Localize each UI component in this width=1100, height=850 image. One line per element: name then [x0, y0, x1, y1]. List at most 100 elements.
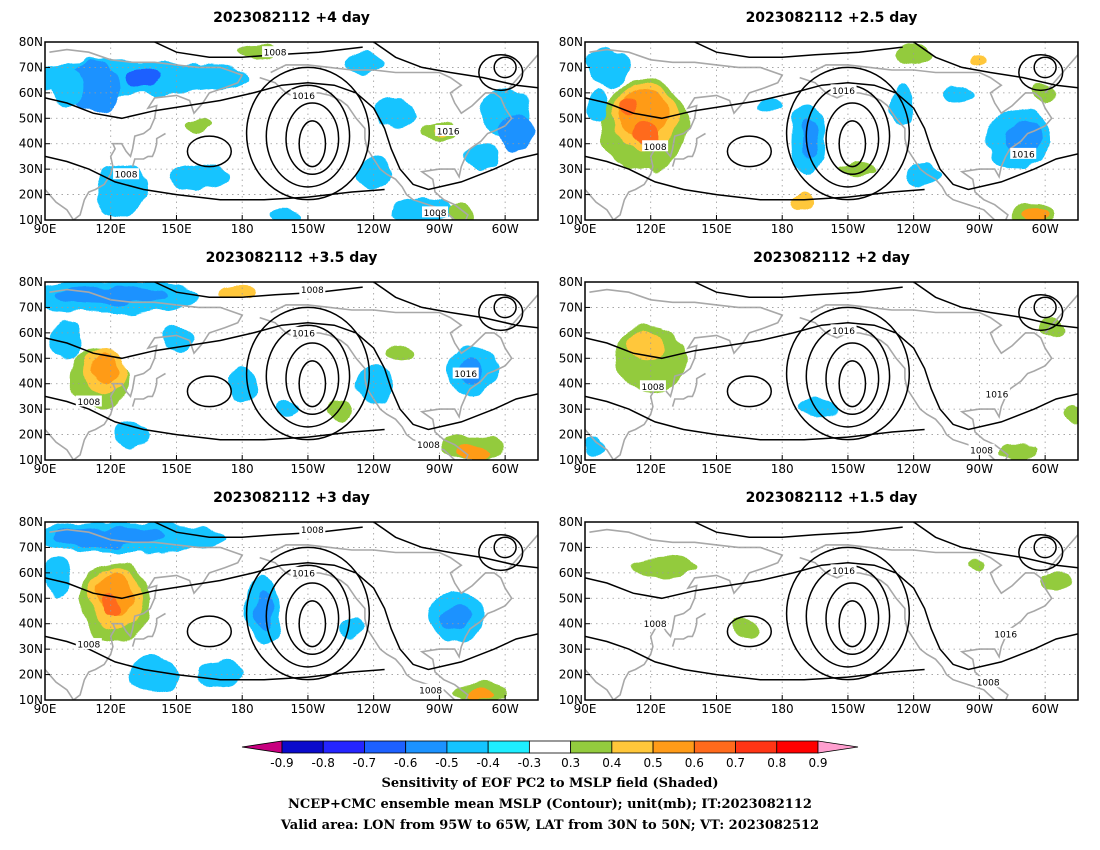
contour-ring: [1033, 536, 1057, 559]
north-america-coastline: [799, 304, 1053, 460]
gridlines: [585, 282, 1078, 460]
panels-layer: 2023082112 +4 day 1008 1016 1016 1008 1008 90E…: [19, 10, 1079, 716]
y-tick-label: 50N: [559, 351, 583, 365]
colorbar-tick-label: 0.9: [808, 756, 827, 770]
coastlines: [585, 522, 1078, 700]
x-tick-label: 60W: [492, 702, 519, 716]
x-tick-label: 120W: [356, 702, 391, 716]
panel-frame: [584, 521, 1079, 701]
contour-label-bg: [968, 443, 995, 455]
contour-label-bg: [75, 638, 102, 650]
sensitivity-blob: [633, 557, 695, 578]
colorbar-tick-label: 0.3: [561, 756, 580, 770]
x-tick-label: 150W: [291, 462, 326, 476]
x-tick-label: 150E: [701, 462, 732, 476]
panel-title: 2023082112 +4 day: [213, 10, 370, 26]
contour-line: [585, 155, 925, 201]
north-america-coastline: [259, 64, 513, 220]
x-tick-label: 60W: [492, 222, 519, 236]
x-tick-label: 150E: [701, 702, 732, 716]
x-tick-label: 120E: [635, 222, 666, 236]
panel-plot-area: 1008 1016 1008 1008: [45, 522, 538, 700]
contour-ring: [298, 120, 327, 168]
sensitivity-blob: [633, 120, 660, 147]
contour-label-bg: [830, 84, 857, 96]
contour-line: [373, 282, 538, 329]
x-tick-label: 120W: [356, 462, 391, 476]
contour-line: [585, 321, 1078, 431]
contour-line: [694, 42, 903, 59]
colorbar-tick-label: -0.9: [270, 756, 293, 770]
y-tick-label: 30N: [559, 402, 583, 416]
japan-coastline: [131, 132, 166, 167]
colorbar-swatch: [570, 740, 613, 754]
sensitivity-blob: [498, 110, 534, 152]
y-tick-label: 70N: [19, 300, 43, 314]
sensitivity-blob: [896, 44, 932, 65]
asia-coastline: [45, 528, 244, 700]
contour-line: [45, 81, 538, 191]
contour-ring: [186, 375, 232, 408]
contour-label: 1008: [644, 143, 667, 153]
colorbar-swatch: [281, 740, 324, 754]
x-tick-label: 60W: [1032, 702, 1059, 716]
contour-label-bg: [290, 89, 317, 101]
contour-ring: [245, 546, 371, 681]
caption-valid-area: Valid area: LON from 95W to 65W, LAT fro…: [280, 818, 820, 833]
contour-ring: [838, 600, 867, 648]
y-tick-label: 40N: [559, 377, 583, 391]
contour-label: 1008: [419, 686, 442, 696]
contour-label-bg: [75, 395, 102, 407]
contour-label-bg: [299, 283, 326, 295]
y-tick-label: 10N: [19, 693, 43, 707]
contour-line: [585, 395, 925, 441]
contour-label-bg: [639, 380, 666, 392]
colorbar-swatch: [487, 740, 530, 754]
north-america-coastline: [259, 304, 513, 460]
y-tick-label: 70N: [19, 540, 43, 554]
y-tick-label: 60N: [19, 86, 43, 100]
contour-label: 1016: [832, 327, 855, 337]
sensitivity-blob: [585, 47, 629, 88]
y-tick-label: 20N: [19, 188, 43, 202]
contour-ring: [493, 56, 517, 79]
contour-ring: [245, 66, 371, 201]
japan-coastline: [131, 372, 166, 407]
panel-plot-area: 1016 1008 1016 1008: [585, 522, 1078, 700]
y-tick-label: 30N: [559, 642, 583, 656]
panel-title: 2023082112 +2.5 day: [746, 10, 918, 26]
panel-frame: [584, 41, 1079, 221]
contour-label: 1016: [437, 128, 460, 138]
colorbar: -0.9 -0.8 -0.7 -0.6 -0.5 -0.4 -0.3 0.3 0.4 0.5 0.6…: [241, 740, 859, 770]
contour-label: 1008: [417, 441, 440, 451]
contour-label: 1008: [115, 171, 138, 181]
x-tick-label: 90E: [574, 702, 597, 716]
contour-line: [585, 561, 1078, 671]
contour-ring: [785, 546, 911, 681]
panel-plot-area: 1016 1008 1016: [585, 42, 1078, 220]
contour-ring: [825, 102, 880, 175]
caption-contour: NCEP+CMC ensemble mean MSLP (Contour); u…: [288, 797, 812, 812]
x-tick-label: 180: [771, 222, 794, 236]
contour-label: 1016: [1012, 150, 1035, 160]
x-tick-label: 180: [771, 702, 794, 716]
contour-line: [373, 522, 538, 569]
contour-label-bg: [642, 617, 669, 629]
sensitivity-blob: [907, 161, 943, 187]
x-tick-label: 120W: [896, 222, 931, 236]
contour-label: 1008: [77, 641, 100, 651]
x-tick-label: 150W: [291, 222, 326, 236]
sensitivity-blob: [733, 618, 756, 639]
contour-ring: [298, 600, 327, 648]
sensitivity-blob: [1042, 572, 1070, 589]
y-tick-label: 50N: [19, 591, 43, 605]
colorbar-swatch: [405, 740, 448, 754]
y-tick-label: 80N: [19, 35, 43, 49]
mslp-contours: [45, 42, 538, 201]
contour-label: 1016: [292, 329, 315, 339]
contour-line: [913, 522, 1078, 569]
asia-coastline: [585, 288, 784, 460]
panel-4: 2023082112 +3 day 1008 1016 1008 1008 90E 120E…: [19, 490, 539, 716]
colorbar-swatch: [776, 740, 819, 754]
colorbar-tick-label: -0.6: [394, 756, 417, 770]
